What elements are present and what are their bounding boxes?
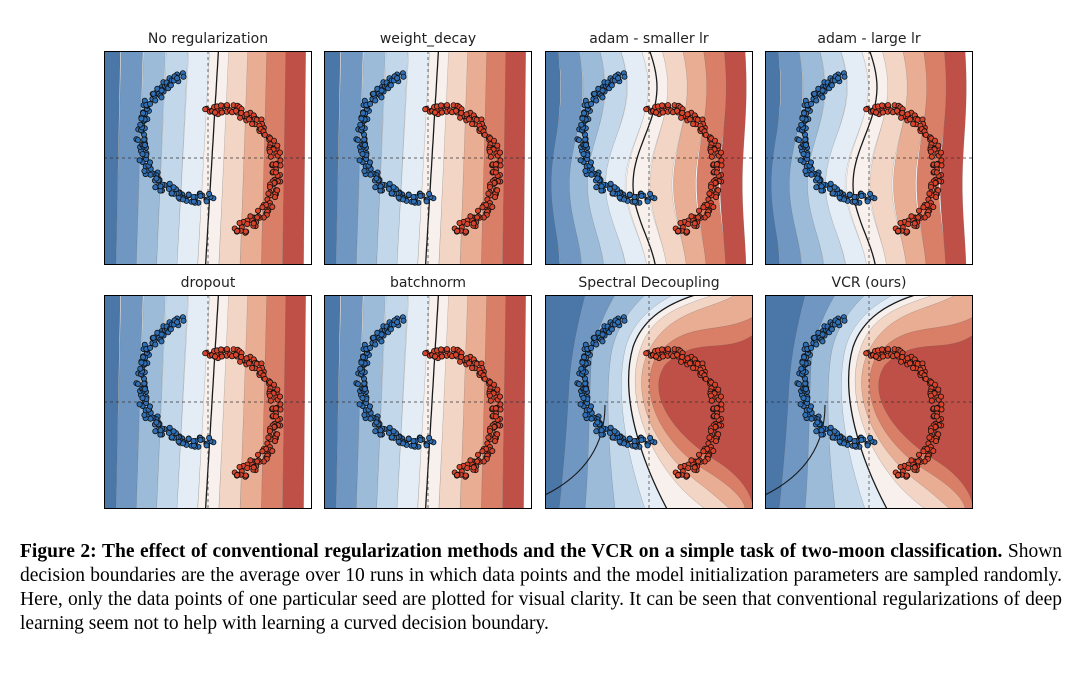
panel-title: No regularization	[147, 31, 269, 47]
panel-adam-smaller-lr	[545, 51, 753, 265]
caption-body: Shown decision boundaries are the averag…	[20, 541, 1063, 634]
panel-title: weight_decay	[379, 31, 477, 47]
panel-title: Spectral Decoupling	[578, 275, 720, 291]
figure-grid: No regularization weight_decay adam - sm…	[104, 31, 973, 509]
panel-title: batchnorm	[389, 275, 467, 291]
panel-title: VCR (ours)	[831, 275, 907, 291]
panel-batchnorm	[324, 295, 532, 509]
panel-weight-decay	[324, 51, 532, 265]
panel-no-regularization	[104, 51, 312, 265]
panel-adam-large-lr	[765, 51, 973, 265]
panel-title: dropout	[180, 275, 236, 291]
caption-label: Figure 2:	[20, 541, 97, 562]
panel-dropout	[104, 295, 312, 509]
panel-vcr-ours	[765, 295, 973, 509]
panel-title: adam - large lr	[817, 31, 921, 47]
caption-bold-text: The effect of conventional regularizatio…	[102, 541, 1003, 562]
panel-spectral-decoupling	[545, 295, 753, 509]
figure-caption: Figure 2: The effect of conventional reg…	[20, 540, 1062, 636]
panel-title: adam - smaller lr	[589, 31, 709, 47]
